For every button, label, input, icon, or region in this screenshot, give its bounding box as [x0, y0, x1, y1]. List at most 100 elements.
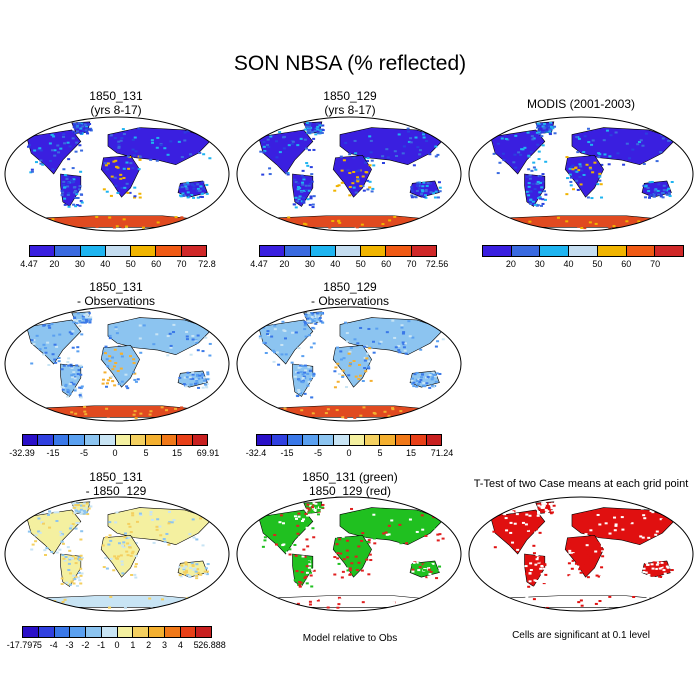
map-cell [367, 367, 371, 370]
map-cell [297, 557, 301, 560]
map-cell [566, 177, 570, 180]
map-cell [72, 582, 76, 585]
map-cell [115, 332, 119, 335]
map-cell [86, 316, 90, 319]
map-cell [540, 204, 544, 207]
map-cell [438, 533, 442, 536]
map-cell [339, 350, 343, 353]
map-cell [73, 123, 77, 126]
map-cell [309, 378, 313, 381]
map-cell [301, 380, 305, 383]
map-cell [569, 165, 573, 168]
map-cell [301, 169, 305, 172]
map-cell [549, 121, 553, 124]
map-cell [508, 605, 512, 608]
map-cell [79, 508, 83, 511]
map-cell [312, 219, 316, 222]
map-cell [579, 519, 583, 522]
map-cell [48, 326, 52, 329]
map-cell [348, 412, 352, 415]
map-cell [345, 539, 349, 542]
map-cell [418, 566, 422, 569]
colorbar-swatch [334, 435, 350, 445]
colorbar-tick-label: -15 [46, 448, 60, 458]
map-cell [310, 131, 314, 134]
map-cell [339, 155, 343, 158]
map-cell [415, 530, 419, 533]
map-cell [71, 130, 75, 133]
map-cell [605, 129, 609, 132]
map-cell [530, 135, 534, 138]
map-cell [76, 373, 80, 376]
map-cell [545, 125, 549, 128]
map-cell [105, 385, 109, 388]
map-cell [660, 192, 664, 195]
map-cell [60, 194, 64, 197]
map-cell [515, 513, 519, 516]
map-cell [359, 185, 363, 188]
map-cell [533, 188, 537, 191]
map-cell [542, 567, 546, 570]
map-cell [163, 540, 167, 543]
map-cell [418, 153, 422, 156]
map-cell [178, 186, 182, 189]
colorbar-swatch [257, 435, 273, 445]
map-cell [342, 357, 346, 360]
map-cell [568, 559, 572, 562]
colorbar-tick-label: 60 [621, 259, 632, 269]
map-cell [643, 196, 647, 199]
map-cell [628, 521, 632, 524]
map-cell [57, 357, 61, 360]
map-cell [411, 382, 415, 385]
colorbar-tick-label: 5 [143, 448, 149, 458]
map-cell [128, 191, 132, 194]
map-cell [341, 599, 345, 602]
map-cell [275, 156, 279, 159]
map-cell [544, 573, 548, 576]
map-cell [105, 567, 109, 570]
map-cell [367, 539, 371, 542]
colorbar-swatch [626, 246, 656, 256]
map-cell [184, 569, 188, 572]
map-cell [352, 156, 356, 159]
map-cell [184, 385, 188, 388]
map-cell [551, 511, 555, 514]
map-cell [625, 220, 629, 223]
map-cell [662, 189, 666, 192]
map-cell [578, 545, 582, 548]
map-cell [150, 605, 154, 608]
map-cell [667, 192, 671, 195]
map-cell [75, 193, 79, 196]
map-cell [76, 346, 80, 349]
map-cell [339, 358, 343, 361]
map-cell [650, 193, 654, 196]
map-cell [172, 323, 176, 326]
map-cell [311, 527, 315, 530]
map-cell [74, 557, 78, 560]
map-cell [528, 177, 532, 180]
map-cell [79, 373, 83, 376]
map-cell [572, 553, 576, 556]
map-cell [298, 195, 302, 198]
map-cell [72, 574, 76, 577]
map-cell [83, 502, 87, 505]
map-cell [110, 375, 114, 378]
map-cell [655, 563, 659, 566]
map-cell [517, 151, 521, 154]
map-cell [83, 405, 87, 408]
map-cell [114, 159, 118, 162]
map-cell [126, 542, 130, 545]
map-cell [103, 371, 107, 374]
map-cell [300, 569, 304, 572]
map-cell [73, 415, 77, 418]
map-cell [69, 365, 73, 368]
map-cell [363, 414, 367, 417]
map-cell [89, 505, 93, 508]
map-cell [39, 162, 43, 165]
map-cell [358, 216, 362, 219]
map-cell [200, 192, 204, 195]
map-cell [629, 518, 633, 521]
colorbar-modis [482, 245, 684, 257]
map-cell [36, 148, 40, 151]
map-cell [301, 555, 305, 558]
